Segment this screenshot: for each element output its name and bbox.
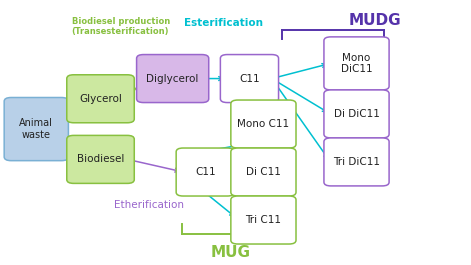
Text: Tri C11: Tri C11 [245, 215, 282, 225]
Text: C11: C11 [195, 167, 216, 177]
Text: Biodiesel production
(Transesterification): Biodiesel production (Transesterificatio… [72, 17, 170, 36]
FancyBboxPatch shape [67, 75, 134, 123]
FancyBboxPatch shape [137, 55, 209, 103]
FancyBboxPatch shape [324, 138, 389, 186]
FancyBboxPatch shape [220, 55, 278, 103]
Text: Mono
DiC11: Mono DiC11 [341, 53, 373, 74]
FancyBboxPatch shape [231, 196, 296, 244]
FancyBboxPatch shape [4, 98, 68, 161]
Text: Di C11: Di C11 [246, 167, 281, 177]
Text: Mono C11: Mono C11 [237, 119, 290, 129]
Text: Di DiC11: Di DiC11 [333, 109, 380, 119]
Text: Glycerol: Glycerol [79, 94, 122, 104]
Text: Esterification: Esterification [184, 18, 263, 28]
FancyBboxPatch shape [231, 148, 296, 196]
Text: Animal
waste: Animal waste [19, 118, 53, 140]
Text: Etherification: Etherification [114, 200, 184, 210]
Text: C11: C11 [239, 74, 260, 83]
Text: Diglycerol: Diglycerol [146, 74, 199, 83]
Text: Tri DiC11: Tri DiC11 [333, 157, 380, 167]
Text: Biodiesel: Biodiesel [77, 154, 124, 164]
Text: MUG: MUG [211, 245, 251, 260]
FancyBboxPatch shape [324, 37, 389, 90]
FancyBboxPatch shape [324, 90, 389, 138]
FancyBboxPatch shape [67, 135, 134, 183]
FancyBboxPatch shape [231, 100, 296, 148]
Text: MUDG: MUDG [349, 13, 401, 28]
FancyBboxPatch shape [176, 148, 235, 196]
